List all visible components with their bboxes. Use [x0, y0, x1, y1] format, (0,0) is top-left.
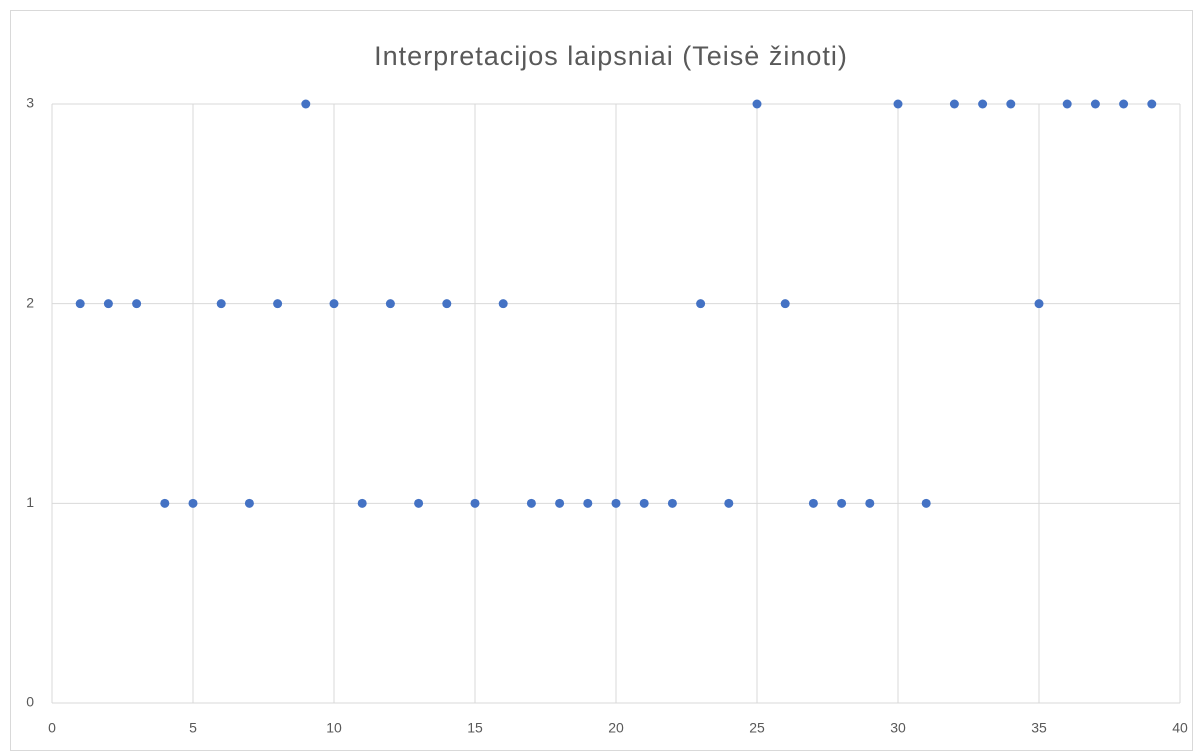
x-tick-label: 10	[326, 720, 342, 736]
point	[1147, 99, 1157, 109]
x-tick-label: 30	[890, 720, 906, 736]
point	[442, 299, 452, 309]
point	[103, 299, 113, 309]
x-tick-label: 25	[749, 720, 765, 736]
point	[752, 99, 762, 109]
point	[526, 498, 536, 508]
point	[498, 299, 508, 309]
point	[724, 498, 734, 508]
chart-frame	[10, 10, 1193, 751]
x-tick-label: 40	[1172, 720, 1188, 736]
x-tick-label: 20	[608, 720, 624, 736]
point	[893, 99, 903, 109]
point	[385, 299, 395, 309]
point	[667, 498, 677, 508]
point	[583, 498, 593, 508]
y-tick-label: 2	[26, 294, 34, 310]
point	[949, 99, 959, 109]
x-tick-label: 15	[467, 720, 483, 736]
point	[132, 299, 142, 309]
y-tick-label: 3	[26, 95, 34, 111]
point	[301, 99, 311, 109]
chart-title: Interpretacijos laipsniai (Teisė žinoti)	[374, 41, 848, 71]
point	[357, 498, 367, 508]
point	[837, 498, 847, 508]
point	[921, 498, 931, 508]
x-tick-label: 0	[48, 720, 56, 736]
point	[470, 498, 480, 508]
point	[865, 498, 875, 508]
point	[1090, 99, 1100, 109]
point	[639, 498, 649, 508]
point	[216, 299, 226, 309]
point	[160, 498, 170, 508]
point	[978, 99, 988, 109]
point	[75, 299, 85, 309]
point	[1006, 99, 1016, 109]
point	[780, 299, 790, 309]
point	[696, 299, 706, 309]
point	[808, 498, 818, 508]
point	[273, 299, 283, 309]
x-tick-label: 5	[189, 720, 197, 736]
point	[414, 498, 424, 508]
point	[188, 498, 198, 508]
point	[611, 498, 621, 508]
point	[1119, 99, 1129, 109]
point	[1062, 99, 1072, 109]
y-tick-label: 0	[26, 694, 34, 710]
y-tick-label: 1	[26, 494, 34, 510]
point	[1034, 299, 1044, 309]
point	[329, 299, 339, 309]
point	[555, 498, 565, 508]
point	[244, 498, 254, 508]
x-tick-label: 35	[1031, 720, 1047, 736]
